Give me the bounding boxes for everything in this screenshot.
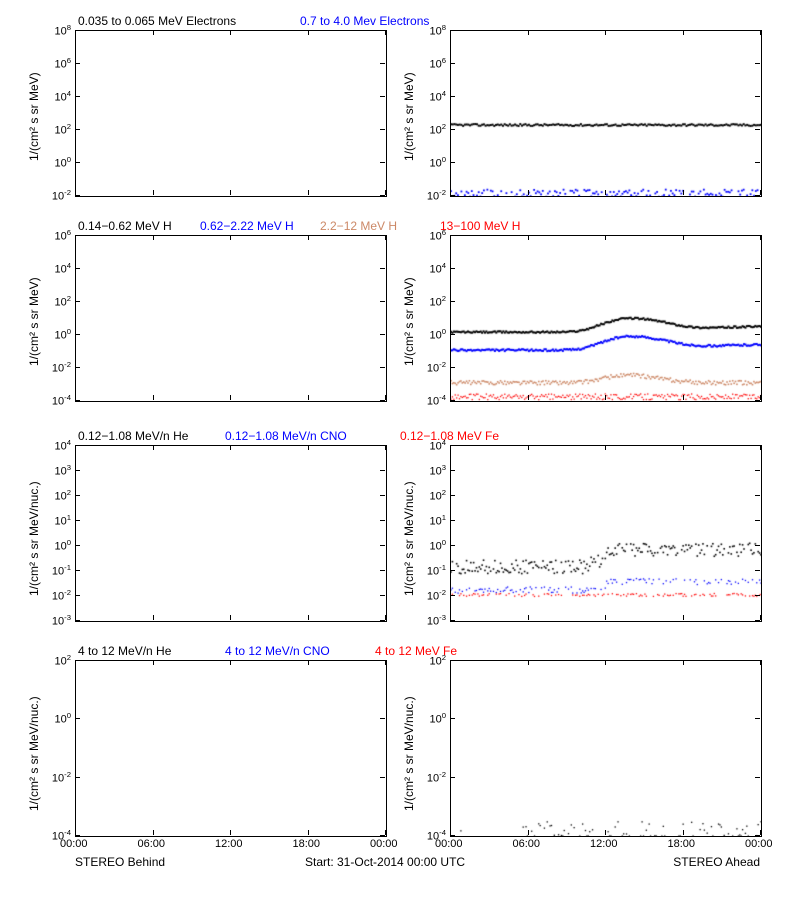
ylabel-high_he_cno_fe-ahead: 1/(cm² s sr MeV/nuc.) xyxy=(402,696,416,811)
plot-canvas xyxy=(451,236,761,401)
panel-low_he_cno_fe-ahead xyxy=(450,445,762,622)
ytick-label: 106 xyxy=(54,57,71,71)
ytick-label: 103 xyxy=(54,464,71,478)
plot-canvas xyxy=(451,446,761,621)
series-legend: 0.12−1.08 MeV/n CNO xyxy=(225,429,347,443)
ytick-label: 102 xyxy=(429,295,446,309)
ytick-label: 102 xyxy=(54,123,71,137)
footer-right: STEREO Ahead xyxy=(673,855,760,869)
ytick-label: 100 xyxy=(54,539,71,553)
ytick-label: 100 xyxy=(54,328,71,342)
panel-electrons-ahead xyxy=(450,30,762,197)
ytick-label: 100 xyxy=(54,712,71,726)
xtick-label: 00:00 xyxy=(745,839,773,850)
ytick-label: 10-2 xyxy=(52,189,71,203)
ytick-label: 10-1 xyxy=(427,564,446,578)
ytick-label: 100 xyxy=(429,156,446,170)
ytick-label: 102 xyxy=(429,654,446,668)
ytick-label: 10-4 xyxy=(427,394,446,408)
ytick-label: 103 xyxy=(429,464,446,478)
plot-canvas xyxy=(76,661,386,836)
ytick-label: 10-3 xyxy=(52,614,71,628)
ytick-label: 100 xyxy=(429,539,446,553)
series-legend: 13−100 MeV H xyxy=(440,219,520,233)
xtick-label: 00:00 xyxy=(370,839,398,850)
ytick-label: 100 xyxy=(54,156,71,170)
ytick-label: 101 xyxy=(54,514,71,528)
ytick-label: 106 xyxy=(54,229,71,243)
footer-center: Start: 31-Oct-2014 00:00 UTC xyxy=(305,855,465,869)
series-legend: 0.12−1.08 MeV/n He xyxy=(78,429,188,443)
series-legend: 0.12−1.08 MeV Fe xyxy=(400,429,499,443)
xtick-label: 12:00 xyxy=(215,839,243,850)
panel-hydrogen-behind xyxy=(75,235,387,402)
ytick-label: 102 xyxy=(54,295,71,309)
plot-canvas xyxy=(451,31,761,196)
ytick-label: 10-2 xyxy=(427,361,446,375)
ytick-label: 104 xyxy=(54,90,71,104)
series-legend: 0.035 to 0.065 MeV Electrons xyxy=(78,14,236,28)
ylabel-hydrogen-ahead: 1/(cm² s sr MeV) xyxy=(402,277,416,366)
ylabel-hydrogen-behind: 1/(cm² s sr MeV) xyxy=(27,277,41,366)
xtick-label: 18:00 xyxy=(668,839,696,850)
ytick-label: 104 xyxy=(429,90,446,104)
ytick-label: 10-1 xyxy=(52,564,71,578)
panel-electrons-behind xyxy=(75,30,387,197)
ytick-label: 10-2 xyxy=(427,589,446,603)
series-legend: 4 to 12 MeV/n CNO xyxy=(225,644,330,658)
ytick-label: 102 xyxy=(429,489,446,503)
plot-canvas xyxy=(76,31,386,196)
ytick-label: 108 xyxy=(429,24,446,38)
series-legend: 0.7 to 4.0 Mev Electrons xyxy=(300,14,429,28)
ytick-label: 10-2 xyxy=(52,361,71,375)
ytick-label: 104 xyxy=(54,262,71,276)
xtick-label: 00:00 xyxy=(60,839,88,850)
ytick-label: 10-2 xyxy=(427,771,446,785)
xtick-label: 06:00 xyxy=(138,839,166,850)
panel-high_he_cno_fe-ahead xyxy=(450,660,762,837)
ytick-label: 106 xyxy=(429,229,446,243)
xtick-label: 12:00 xyxy=(590,839,618,850)
plot-canvas xyxy=(76,446,386,621)
stereo-figure: 0.035 to 0.065 MeV Electrons 0.7 to 4.0 M… xyxy=(0,0,800,900)
ytick-label: 102 xyxy=(429,123,446,137)
panel-hydrogen-ahead xyxy=(450,235,762,402)
ytick-label: 100 xyxy=(429,712,446,726)
ytick-label: 101 xyxy=(429,514,446,528)
ytick-label: 104 xyxy=(429,439,446,453)
ytick-label: 106 xyxy=(429,57,446,71)
panel-high_he_cno_fe-behind xyxy=(75,660,387,837)
plot-canvas xyxy=(451,661,761,836)
xtick-label: 00:00 xyxy=(435,839,463,850)
plot-canvas xyxy=(76,236,386,401)
ylabel-electrons-ahead: 1/(cm² s sr MeV) xyxy=(402,72,416,161)
ytick-label: 10-2 xyxy=(427,189,446,203)
xtick-label: 18:00 xyxy=(293,839,321,850)
ytick-label: 108 xyxy=(54,24,71,38)
ytick-label: 100 xyxy=(429,328,446,342)
ytick-label: 104 xyxy=(429,262,446,276)
ytick-label: 104 xyxy=(54,439,71,453)
ytick-label: 102 xyxy=(54,489,71,503)
ytick-label: 102 xyxy=(54,654,71,668)
ytick-label: 10-2 xyxy=(52,771,71,785)
series-legend: 0.62−2.22 MeV H xyxy=(200,219,294,233)
ylabel-low_he_cno_fe-behind: 1/(cm² s sr MeV/nuc.) xyxy=(27,481,41,596)
ytick-label: 10-2 xyxy=(52,589,71,603)
ylabel-electrons-behind: 1/(cm² s sr MeV) xyxy=(27,72,41,161)
ytick-label: 10-3 xyxy=(427,614,446,628)
series-legend: 4 to 12 MeV/n He xyxy=(78,644,171,658)
ylabel-high_he_cno_fe-behind: 1/(cm² s sr MeV/nuc.) xyxy=(27,696,41,811)
series-legend: 0.14−0.62 MeV H xyxy=(78,219,172,233)
footer-left: STEREO Behind xyxy=(75,855,165,869)
series-legend: 2.2−12 MeV H xyxy=(320,219,397,233)
ylabel-low_he_cno_fe-ahead: 1/(cm² s sr MeV/nuc.) xyxy=(402,481,416,596)
ytick-label: 10-4 xyxy=(52,394,71,408)
xtick-label: 06:00 xyxy=(513,839,541,850)
panel-low_he_cno_fe-behind xyxy=(75,445,387,622)
